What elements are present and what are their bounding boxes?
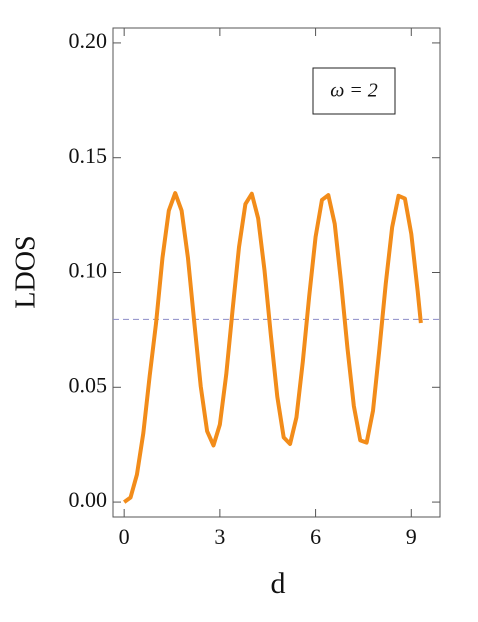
y-tick-label: 0.10: [69, 258, 108, 283]
y-axis-label: LDOS: [10, 235, 41, 308]
y-tick-label: 0.20: [69, 28, 108, 53]
annotation-box: [312, 67, 396, 115]
x-axis-label: d: [271, 567, 286, 600]
y-tick-label: 0.00: [69, 487, 108, 512]
line-series: [123, 191, 423, 504]
x-tick-label: 3: [214, 524, 225, 549]
y-tick-label: 0.15: [69, 143, 108, 168]
x-tick-label: 0: [119, 524, 130, 549]
x-tick-label: 9: [406, 524, 417, 549]
x-tick-label: 6: [310, 524, 321, 549]
annotation: ω = 2: [330, 80, 378, 102]
y-tick-label: 0.05: [69, 372, 108, 397]
